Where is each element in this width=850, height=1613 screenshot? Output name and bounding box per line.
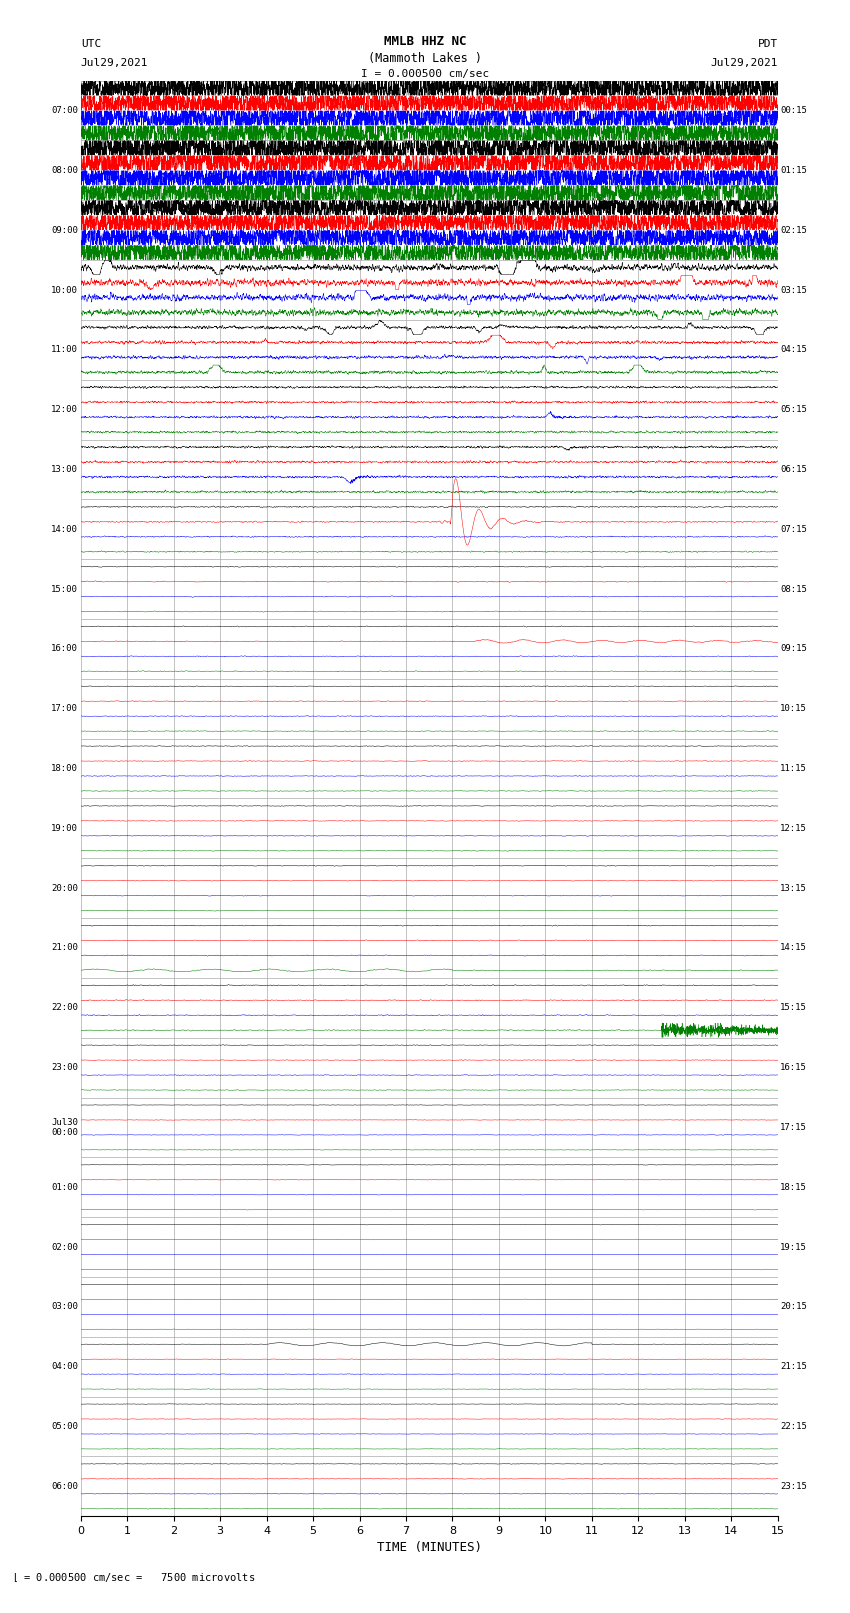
- Text: 22:15: 22:15: [780, 1423, 808, 1431]
- Text: 14:15: 14:15: [780, 944, 808, 952]
- Text: 04:15: 04:15: [780, 345, 808, 355]
- Text: PDT: PDT: [757, 39, 778, 48]
- Text: 19:15: 19:15: [780, 1242, 808, 1252]
- Text: 02:00: 02:00: [51, 1242, 78, 1252]
- Text: 13:00: 13:00: [51, 465, 78, 474]
- Text: 06:00: 06:00: [51, 1482, 78, 1490]
- Text: 22:00: 22:00: [51, 1003, 78, 1013]
- Text: 11:15: 11:15: [780, 765, 808, 773]
- Text: 08:00: 08:00: [51, 166, 78, 174]
- Text: 23:15: 23:15: [780, 1482, 808, 1490]
- Text: 18:15: 18:15: [780, 1182, 808, 1192]
- Text: 07:15: 07:15: [780, 524, 808, 534]
- Text: 04:00: 04:00: [51, 1363, 78, 1371]
- Text: 16:15: 16:15: [780, 1063, 808, 1073]
- Text: 10:15: 10:15: [780, 705, 808, 713]
- Text: Jul29,2021: Jul29,2021: [711, 58, 778, 68]
- Text: 08:15: 08:15: [780, 584, 808, 594]
- Text: I = 0.000500 cm/sec: I = 0.000500 cm/sec: [361, 69, 489, 79]
- Text: 12:00: 12:00: [51, 405, 78, 415]
- Text: 17:00: 17:00: [51, 705, 78, 713]
- Text: 05:15: 05:15: [780, 405, 808, 415]
- Text: UTC: UTC: [81, 39, 101, 48]
- Text: 00:00: 00:00: [51, 1127, 78, 1137]
- Text: 02:15: 02:15: [780, 226, 808, 234]
- Text: 19:00: 19:00: [51, 824, 78, 832]
- Text: 13:15: 13:15: [780, 884, 808, 892]
- Text: 15:15: 15:15: [780, 1003, 808, 1013]
- Text: 21:15: 21:15: [780, 1363, 808, 1371]
- Text: 23:00: 23:00: [51, 1063, 78, 1073]
- Text: 06:15: 06:15: [780, 465, 808, 474]
- Text: 03:00: 03:00: [51, 1302, 78, 1311]
- Text: 01:15: 01:15: [780, 166, 808, 174]
- X-axis label: TIME (MINUTES): TIME (MINUTES): [377, 1542, 482, 1555]
- Text: 15:00: 15:00: [51, 584, 78, 594]
- Text: 21:00: 21:00: [51, 944, 78, 952]
- Text: 18:00: 18:00: [51, 765, 78, 773]
- Text: 00:15: 00:15: [780, 106, 808, 115]
- Text: Jul29,2021: Jul29,2021: [81, 58, 148, 68]
- Text: 05:00: 05:00: [51, 1423, 78, 1431]
- Text: 09:15: 09:15: [780, 645, 808, 653]
- Text: 10:00: 10:00: [51, 286, 78, 295]
- Text: 03:15: 03:15: [780, 286, 808, 295]
- Text: 09:00: 09:00: [51, 226, 78, 234]
- Text: 17:15: 17:15: [780, 1123, 808, 1132]
- Text: $\lfloor$ = 0.000500 cm/sec =   7500 microvolts: $\lfloor$ = 0.000500 cm/sec = 7500 micro…: [13, 1571, 255, 1584]
- Text: 01:00: 01:00: [51, 1182, 78, 1192]
- Text: 07:00: 07:00: [51, 106, 78, 115]
- Text: 20:00: 20:00: [51, 884, 78, 892]
- Text: MMLB HHZ NC: MMLB HHZ NC: [383, 35, 467, 48]
- Text: (Mammoth Lakes ): (Mammoth Lakes ): [368, 52, 482, 65]
- Text: 12:15: 12:15: [780, 824, 808, 832]
- Text: 14:00: 14:00: [51, 524, 78, 534]
- Text: Jul30: Jul30: [51, 1118, 78, 1127]
- Text: 11:00: 11:00: [51, 345, 78, 355]
- Text: 16:00: 16:00: [51, 645, 78, 653]
- Text: 20:15: 20:15: [780, 1302, 808, 1311]
